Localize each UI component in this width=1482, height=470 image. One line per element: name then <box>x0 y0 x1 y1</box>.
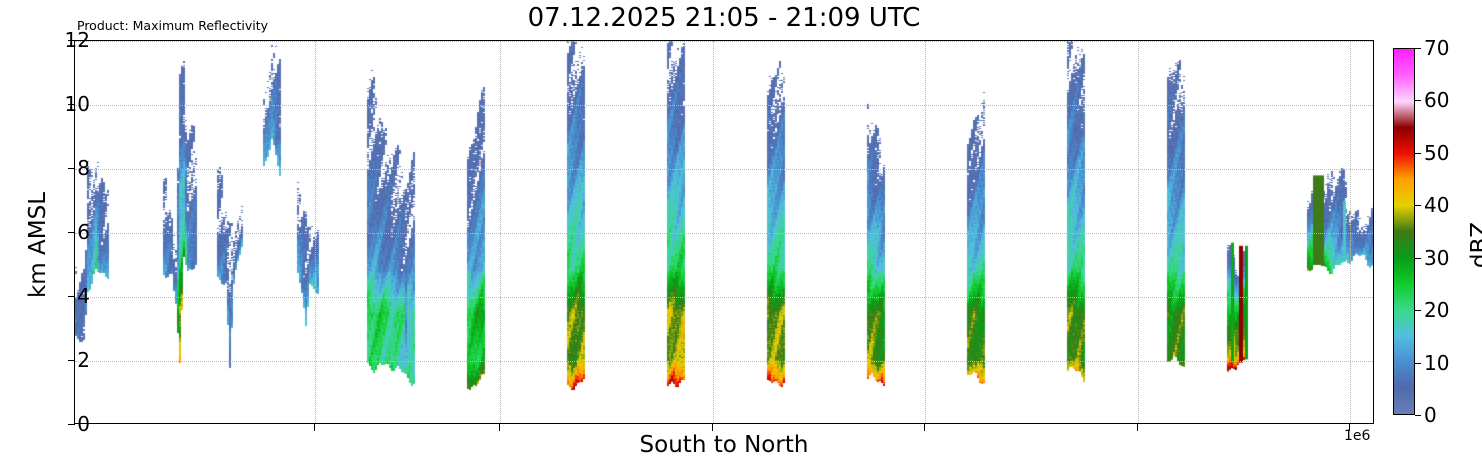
y-tick-label: 6 <box>77 220 90 244</box>
colorbar-tick-label: 10 <box>1424 350 1450 375</box>
y-tick-label: 8 <box>77 156 90 180</box>
x-tick-mark <box>712 424 713 431</box>
y-tick-mark <box>68 168 75 169</box>
y-tick-mark <box>68 360 75 361</box>
y-tick-mark <box>68 296 75 297</box>
x-tick-mark <box>314 424 315 431</box>
colorbar-canvas <box>1394 49 1414 414</box>
y-tick-label: 0 <box>77 412 90 436</box>
y-tick-mark <box>68 40 75 41</box>
y-tick-mark <box>68 104 75 105</box>
y-tick-mark <box>68 424 75 425</box>
x-tick-mark <box>924 424 925 431</box>
radar-heatmap-canvas <box>75 41 1373 423</box>
page-title: 07.12.2025 21:05 - 21:09 UTC <box>527 3 921 33</box>
colorbar <box>1393 48 1415 415</box>
y-tick-mark <box>68 232 75 233</box>
x-tick-mark <box>1349 424 1350 431</box>
colorbar-tick-mark <box>1415 257 1421 259</box>
colorbar-tick-mark <box>1415 310 1421 312</box>
colorbar-tick-label: 40 <box>1424 193 1450 218</box>
x-tick-mark <box>1137 424 1138 431</box>
colorbar-tick-mark <box>1415 48 1421 49</box>
plot-area <box>74 40 1374 424</box>
colorbar-tick-mark <box>1415 205 1421 207</box>
colorbar-tick-mark <box>1415 362 1421 364</box>
colorbar-tick-label: 0 <box>1424 403 1437 427</box>
x-axis-offset-label: 1e6 <box>1344 428 1371 444</box>
y-tick-label: 4 <box>77 284 90 308</box>
colorbar-tick-label: 30 <box>1424 245 1450 270</box>
y-tick-label: 2 <box>77 348 90 372</box>
colorbar-tick-mark <box>1415 152 1421 154</box>
y-axis-label: km AMSL <box>25 191 51 299</box>
colorbar-tick-label: 60 <box>1424 88 1450 113</box>
colorbar-tick-mark <box>1415 100 1421 102</box>
colorbar-tick-label: 20 <box>1424 298 1450 323</box>
colorbar-tick-label: 50 <box>1424 140 1450 165</box>
colorbar-label: dBZ <box>1467 221 1482 269</box>
colorbar-tick-label: 70 <box>1424 36 1450 60</box>
x-tick-mark <box>499 424 500 431</box>
product-label: Product: Maximum Reflectivity <box>77 18 269 33</box>
x-axis-label: South to North <box>639 432 809 458</box>
colorbar-tick-mark <box>1415 415 1421 416</box>
